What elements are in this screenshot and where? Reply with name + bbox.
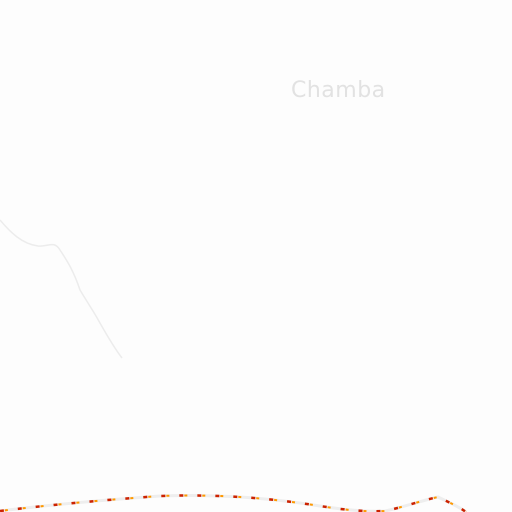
place-label-chamba: Chamba — [291, 78, 386, 103]
river-line — [0, 219, 123, 359]
boundary-line — [0, 493, 467, 512]
